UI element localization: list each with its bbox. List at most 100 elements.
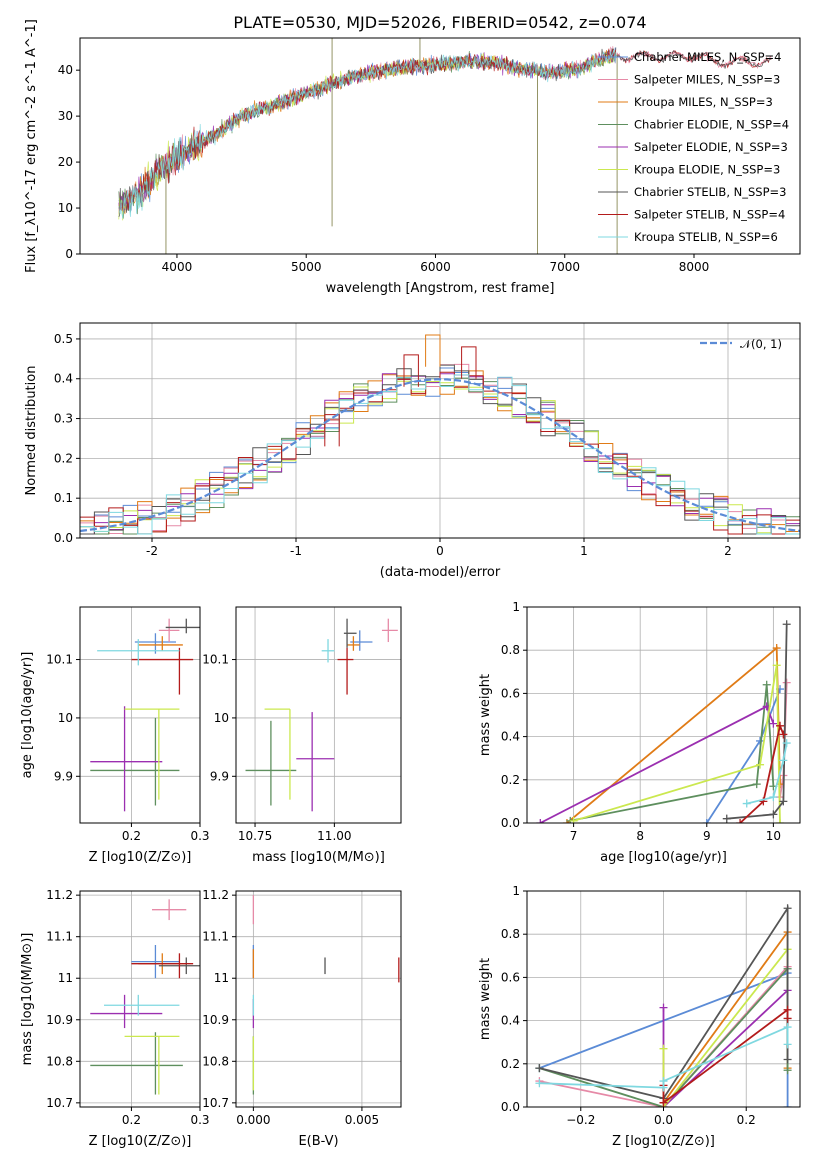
normal-fit-curve xyxy=(80,378,800,533)
legend-label-kroupa_stelib: Kroupa STELIB, N_SSP=6 xyxy=(634,230,778,244)
weight-marker-kroupa_stelib xyxy=(779,756,788,765)
y-tick-label: 0.2 xyxy=(54,451,73,465)
ebv-vs-mass-panel: 0.000 0.005 10.7 10.8 10.9 11 11.1 11.2 E(B-V) xyxy=(202,888,402,1149)
weight-marker-chabrier_stelib xyxy=(722,814,731,823)
weight-marker-kroupa_stelib xyxy=(783,1040,792,1049)
x-tick-label: 8000 xyxy=(679,260,710,274)
weight-line-chabrier_stelib xyxy=(726,624,788,820)
weight-marker-salpeter_elodie xyxy=(659,1003,668,1012)
y-tick-label: 0.6 xyxy=(501,686,520,700)
weight-marker-chabrier_stelib xyxy=(535,1064,544,1073)
histogram-peak-bin xyxy=(403,354,419,387)
histogram-salpeter_stelib xyxy=(80,371,800,535)
weight-marker-kroupa_stelib xyxy=(659,1077,668,1086)
spectrum-red-chabrier_stelib xyxy=(616,50,772,69)
x-tick-label: 5000 xyxy=(291,260,322,274)
weight-marker-chabrier_stelib xyxy=(769,810,778,819)
histogram-peak-bin xyxy=(425,334,441,367)
weight-marker-chabrier_stelib xyxy=(782,620,791,629)
y-tick-label: 0.0 xyxy=(501,816,520,830)
weight-line-chabrier_stelib xyxy=(539,905,789,1100)
axes-frame xyxy=(235,890,402,1108)
x-axis-label: E(B-V) xyxy=(298,1134,338,1149)
weight-line-kroupa_stelib xyxy=(746,742,788,805)
weight-line-salpeter_stelib xyxy=(739,722,785,823)
histogram-peak-bin xyxy=(324,414,340,447)
plot-area xyxy=(90,618,200,812)
weight-marker-kroupa_elodie xyxy=(659,1044,668,1053)
weight-marker-salpeter_stelib xyxy=(783,1014,792,1023)
weight-marker-chabrier_stelib xyxy=(783,904,792,913)
y-axis-label: Flux [f_λ10^-17 erg cm^-2 s^-1 A^-1] xyxy=(24,19,39,273)
y-tick-label: 0.4 xyxy=(54,372,73,386)
weight-marker-salpeter_stelib xyxy=(776,721,785,730)
y-tick-label: 10.8 xyxy=(46,1054,73,1068)
y-tick-label: 10 xyxy=(58,201,73,215)
weight-marker-chabrier_elodie xyxy=(783,1066,792,1075)
x-tick-label: 0.2 xyxy=(122,1113,141,1127)
weight-line-salpeter_stelib xyxy=(662,1008,789,1105)
mass-vs-age-panel: 10.75 11.00 9.9 10 10.1 mass [log10(M/M⊙)] xyxy=(202,606,402,865)
x-tick-label: 8 xyxy=(636,829,644,843)
weight-line-kroupa_miles xyxy=(566,646,781,823)
x-tick-label: 10.75 xyxy=(238,829,272,843)
y-tick-label: 40 xyxy=(58,63,73,77)
y-tick-label: 10.8 xyxy=(202,1054,229,1068)
weight-marker-kroupa_stelib xyxy=(742,799,751,808)
x-tick-label: 0.000 xyxy=(236,1113,270,1127)
axes-frame xyxy=(79,37,801,255)
z-vs-massweight-panel: −0.2 0.0 0.2 0.0 0.2 0.4 0.6 0.8 1 Z [log10(Z/Z⊙)… xyxy=(478,884,801,1149)
weight-marker-salpeter_stelib xyxy=(659,1098,668,1107)
y-tick-label: 10.9 xyxy=(202,1013,229,1027)
y-tick-label: 0.8 xyxy=(501,927,520,941)
plot-area xyxy=(118,38,772,254)
y-tick-label: 11.2 xyxy=(46,888,73,902)
age-vs-massweight-panel: 7 8 9 10 0.0 0.2 0.4 0.6 0.8 1 age [log10(age/yr)]… xyxy=(478,600,801,865)
x-tick-label: 0.005 xyxy=(345,1113,379,1127)
x-tick-label: -1 xyxy=(290,544,302,558)
histogram-kroupa_stelib xyxy=(80,374,800,535)
x-tick-label: 1 xyxy=(580,544,588,558)
x-tick-label: 0.3 xyxy=(190,1113,209,1127)
axes-frame xyxy=(79,606,201,824)
x-tick-label: −0.2 xyxy=(566,1113,595,1127)
legend-label-salpeter_miles: Salpeter MILES, N_SSP=3 xyxy=(634,73,780,87)
x-tick-label: 4000 xyxy=(162,260,193,274)
plot-area xyxy=(252,895,400,1095)
figure-title: PLATE=0530, MJD=52026, FIBERID=0542, z=0… xyxy=(233,13,646,32)
x-tick-label: 11.00 xyxy=(317,829,351,843)
x-tick-label: 7000 xyxy=(549,260,580,274)
y-tick-label: 0 xyxy=(65,247,73,261)
legend-label-chabrier_elodie: Chabrier ELODIE, N_SSP=4 xyxy=(634,118,789,132)
plot-area xyxy=(90,899,200,1095)
y-tick-label: 10 xyxy=(214,711,229,725)
y-tick-label: 0.8 xyxy=(501,643,520,657)
axes-frame xyxy=(526,606,801,824)
spectrum-red-salpeter_miles xyxy=(616,50,772,69)
weight-marker-kroupa_stelib xyxy=(783,1023,792,1032)
weight-line-kroupa_elodie xyxy=(662,948,789,1107)
y-tick-label: 11.2 xyxy=(202,888,229,902)
weight-line-chabrier_elodie xyxy=(570,684,775,822)
y-tick-label: 30 xyxy=(58,109,73,123)
weight-marker-salpeter_miles xyxy=(782,678,791,687)
x-axis-label: Z [log10(Z/Z⊙)] xyxy=(89,850,192,865)
z-vs-mass-panel: 0.2 0.3 10.7 10.8 10.9 11 11.1 11.2 Z [log10(Z/Z… xyxy=(20,888,210,1149)
y-tick-label: 9.9 xyxy=(54,769,73,783)
weight-line-salpeter_miles xyxy=(539,966,789,1107)
y-tick-label: 0.0 xyxy=(54,531,73,545)
weight-line-salpeter_elodie xyxy=(662,989,789,1107)
y-axis-label: age [log10(age/yr)] xyxy=(20,652,35,779)
weight-marker-kroupa_elodie xyxy=(569,816,578,823)
y-tick-label: 1 xyxy=(512,600,520,614)
residuals-panel: -2 -1 0 1 2 0.0 0.1 0.2 0.3 0.4 0.5 (data-model)/er… xyxy=(24,322,801,580)
legend-label-chabrier_stelib: Chabrier STELIB, N_SSP=3 xyxy=(634,185,786,199)
x-axis-label: mass [log10(M/M⊙)] xyxy=(252,850,385,865)
weight-line-kroupa_miles xyxy=(662,929,789,1104)
y-axis-label: mass weight xyxy=(478,958,493,1040)
z-vs-age-panel: 0.2 0.3 9.9 10 10.1 Z [log10(Z/Z⊙)] age [log10… xyxy=(20,606,210,865)
weight-marker-kroupa_stelib xyxy=(782,739,791,748)
x-tick-label: 0.0 xyxy=(654,1113,673,1127)
y-tick-label: 9.9 xyxy=(210,769,229,783)
